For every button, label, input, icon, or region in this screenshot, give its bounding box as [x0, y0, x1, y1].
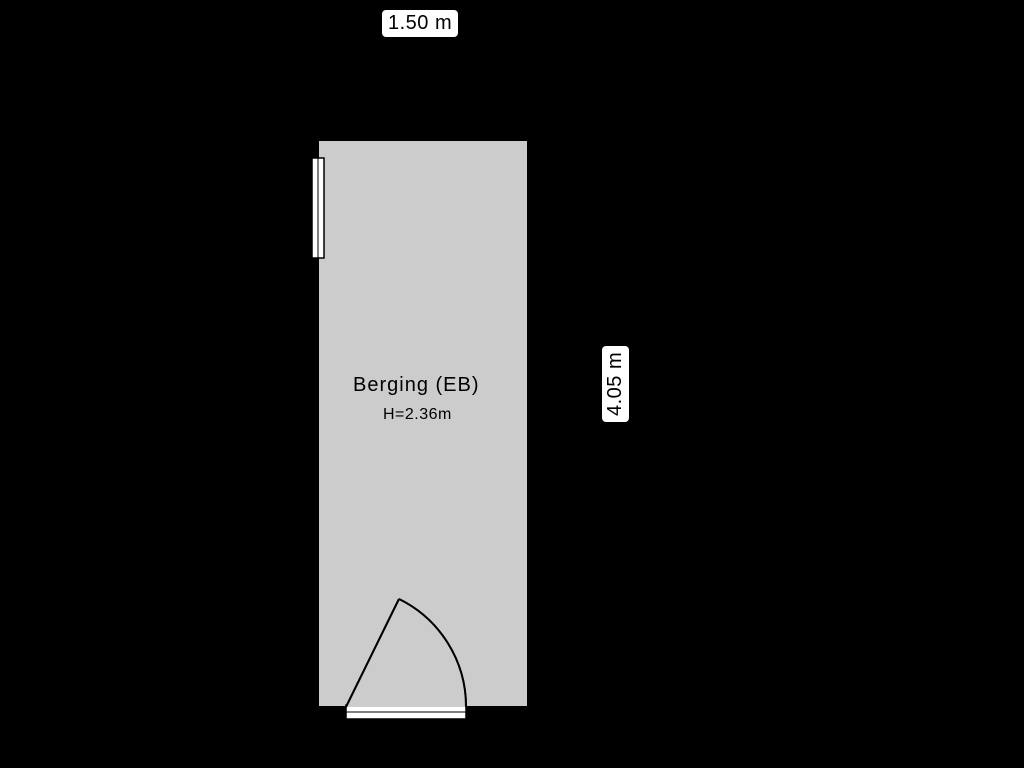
window-icon [312, 158, 324, 258]
floorplan-svg [0, 0, 1024, 768]
room-height-label: H=2.36m [383, 406, 452, 424]
room-title: Berging (EB) [353, 374, 480, 397]
